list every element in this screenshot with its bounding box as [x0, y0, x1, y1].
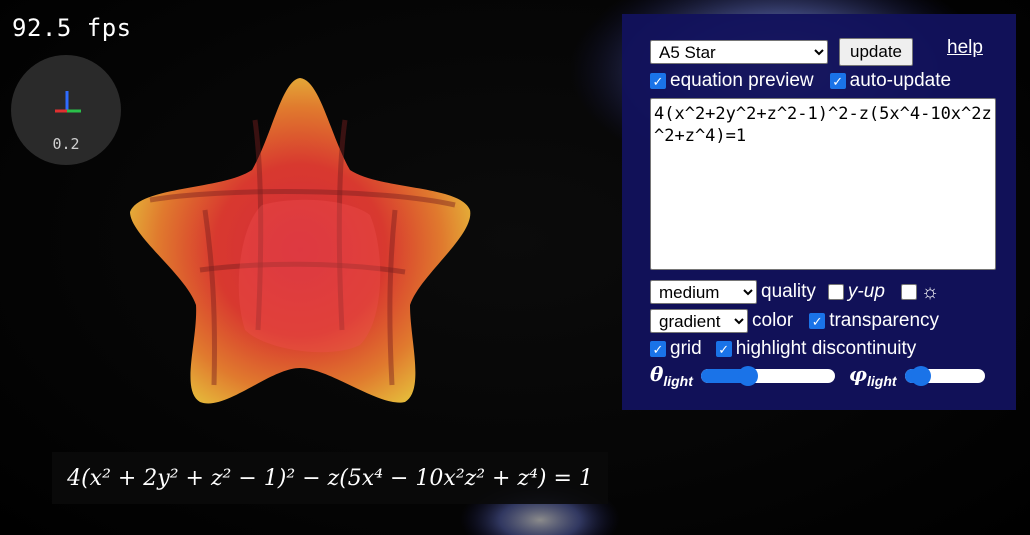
- phi-light-label: φlight: [849, 362, 897, 389]
- auto-update-label: auto-update: [849, 70, 952, 91]
- fps-counter: 92.5 fps: [12, 14, 132, 42]
- theta-light-slider[interactable]: [700, 365, 835, 386]
- color-select[interactable]: gradient: [650, 309, 748, 333]
- light-checkbox[interactable]: [900, 284, 917, 300]
- phi-sub: light: [867, 373, 897, 389]
- axes-gizmo[interactable]: 0.2: [11, 55, 121, 165]
- star-inner-highlight: [238, 199, 381, 353]
- grid-label: grid: [670, 338, 702, 359]
- equation-preview-label: equation preview: [670, 70, 814, 91]
- quality-select[interactable]: medium: [650, 280, 757, 304]
- auto-update-checkbox[interactable]: ✓: [829, 73, 846, 89]
- highlight-discontinuity-label: highlight discontinuity: [735, 338, 917, 359]
- theta-light-label: θlight: [650, 362, 693, 389]
- theta-slider-thumb[interactable]: [737, 365, 758, 386]
- help-link[interactable]: help: [947, 37, 983, 58]
- star-surface: [130, 78, 471, 404]
- update-button[interactable]: update: [839, 38, 913, 66]
- sun-icon: ☼: [920, 280, 940, 303]
- axes-icon: [55, 91, 81, 113]
- quality-label: quality: [761, 281, 816, 302]
- preset-select[interactable]: A5 Star: [650, 40, 828, 64]
- transparency-checkbox[interactable]: ✓: [809, 313, 826, 329]
- equation-preview-render: 4(x² + 2y² + z² − 1)² − z(5x⁴ − 10x²z² +…: [52, 452, 608, 504]
- phi-light-slider[interactable]: [904, 365, 985, 386]
- color-label: color: [752, 310, 794, 331]
- grid-checkbox[interactable]: ✓: [650, 341, 666, 357]
- equation-preview-checkbox[interactable]: ✓: [650, 73, 666, 89]
- theta-sub: light: [663, 373, 693, 389]
- highlight-discontinuity-checkbox[interactable]: ✓: [715, 341, 732, 357]
- control-panel: A5 Star update help ✓ equation preview ✓…: [622, 14, 1016, 410]
- y-up-label: y-up: [847, 281, 885, 302]
- phi-symbol: φ: [848, 362, 867, 386]
- theta-symbol: θ: [650, 362, 664, 386]
- phi-slider-thumb[interactable]: [910, 365, 931, 386]
- transparency-label: transparency: [829, 310, 940, 331]
- equation-input[interactable]: 4(x^2+2y^2+z^2-1)^2-z(5x^4-10x^2z^2+z^4)…: [650, 98, 996, 270]
- y-up-checkbox[interactable]: [827, 284, 844, 300]
- theta-slider-fill: [700, 368, 748, 383]
- star-grid: [149, 119, 456, 386]
- axes-scale-label: 0.2: [52, 135, 80, 153]
